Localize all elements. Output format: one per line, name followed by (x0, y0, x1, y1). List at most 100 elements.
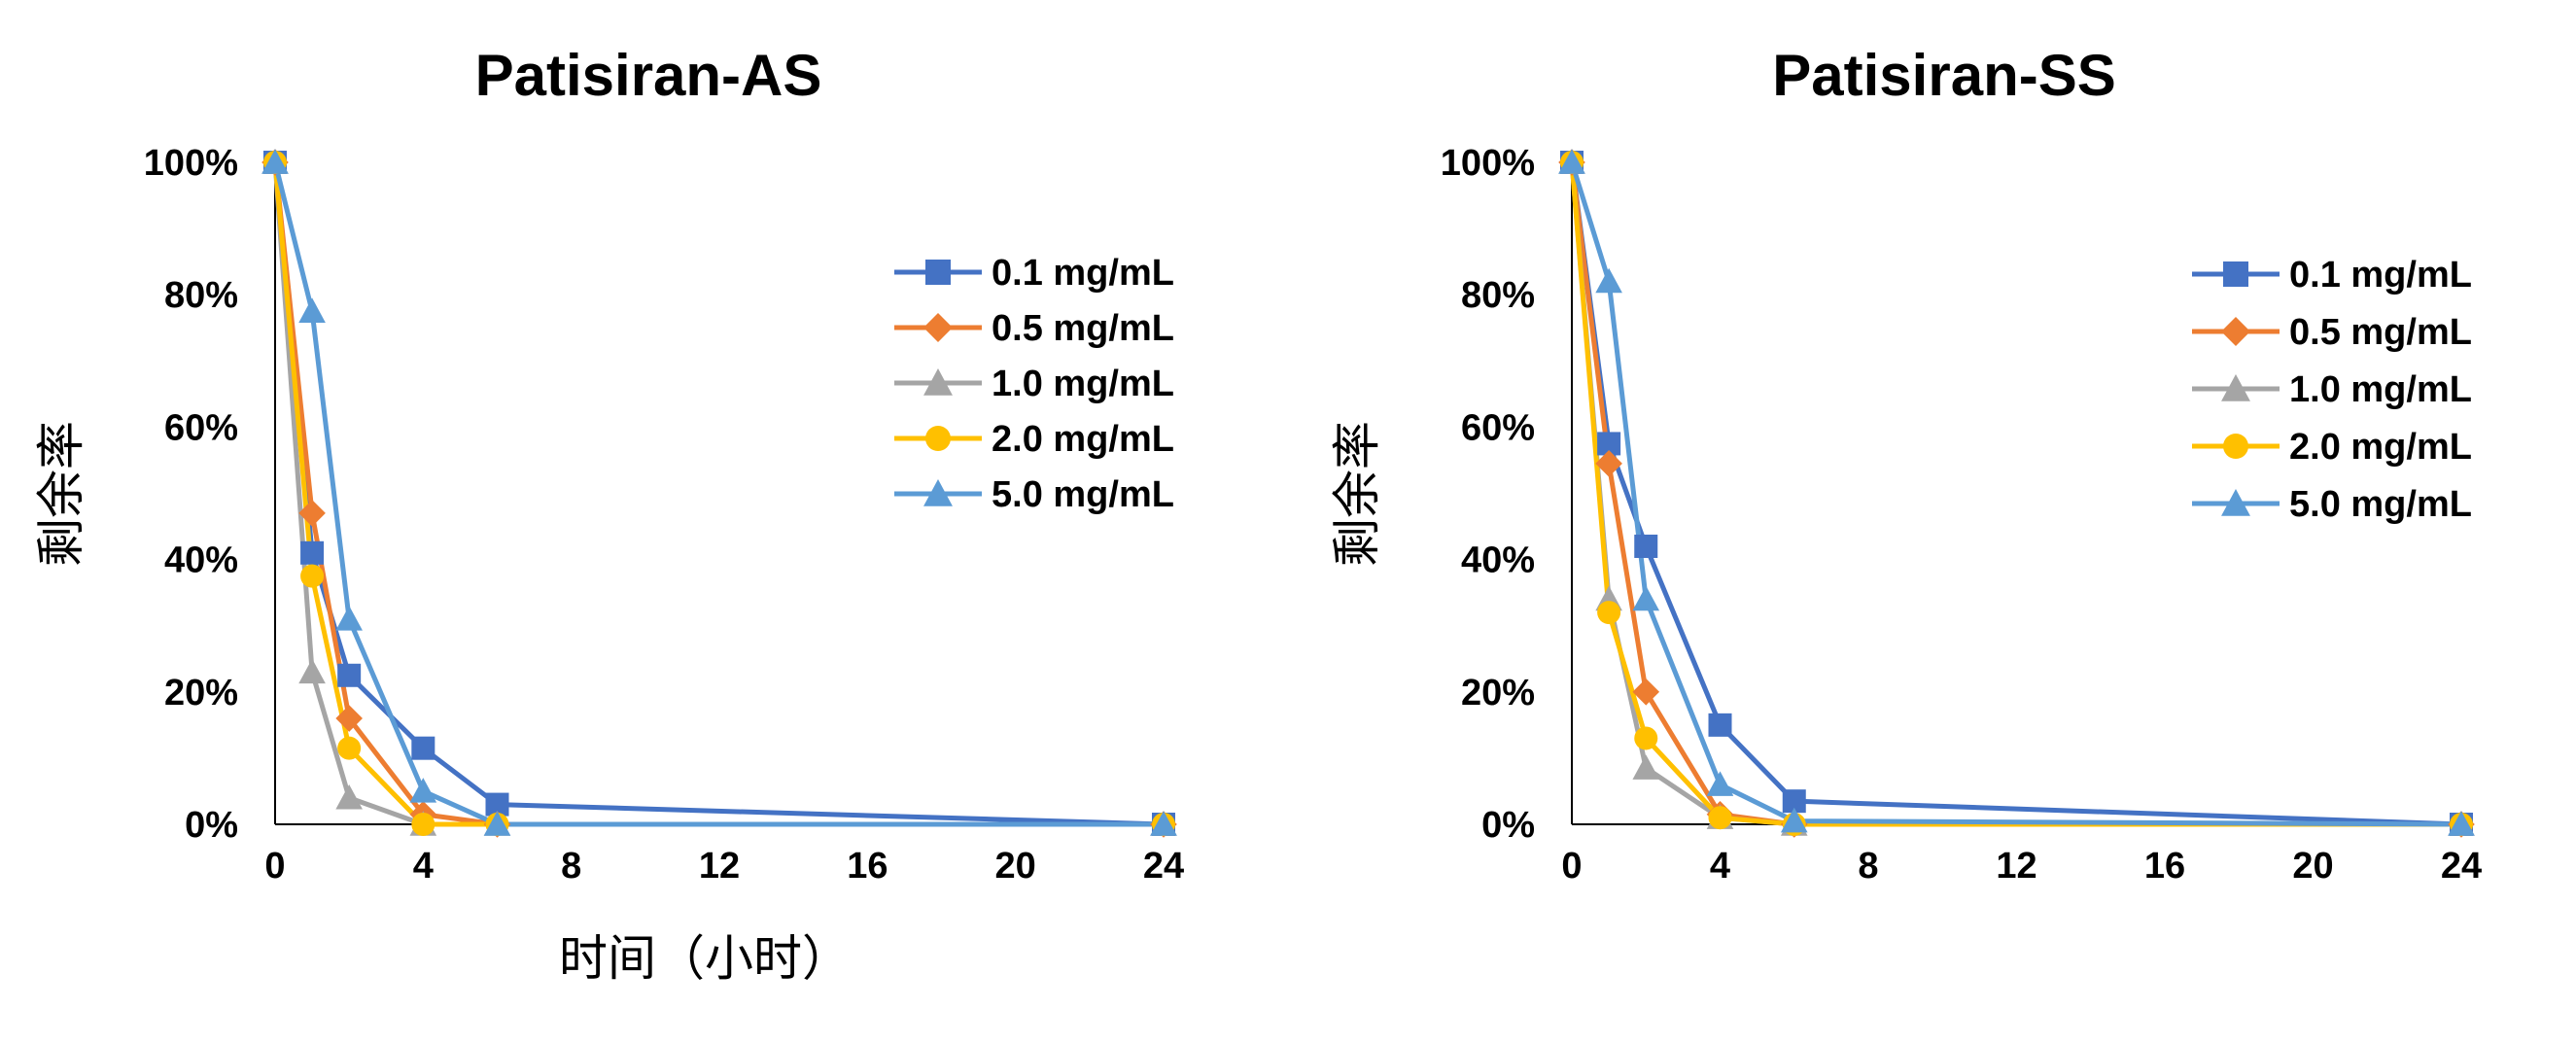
x-tick-label: 12 (699, 846, 740, 887)
y-tick-label: 0% (1481, 805, 1535, 846)
legend-item: 0.5 mg/mL (894, 308, 1174, 349)
legend-item: 0.1 mg/mL (2192, 255, 2472, 296)
y-tick-label: 100% (144, 143, 238, 184)
y-tick-label: 0% (185, 805, 238, 846)
legend-label: 2.0 mg/mL (992, 419, 1174, 460)
plot-area (1558, 149, 2475, 838)
legend-label: 5.0 mg/mL (2289, 484, 2472, 525)
legend-item: 0.5 mg/mL (2192, 312, 2472, 353)
data-point (409, 778, 437, 803)
legend-label: 0.5 mg/mL (2289, 312, 2472, 353)
data-point (298, 658, 326, 684)
legend-label: 2.0 mg/mL (2289, 427, 2472, 468)
y-tick-label: 60% (164, 407, 238, 448)
data-point (483, 811, 511, 836)
data-point (411, 736, 435, 760)
x-tick-label: 4 (1710, 846, 1730, 887)
y-tick-label: 40% (1461, 540, 1535, 581)
series-line-4 (1569, 161, 2461, 827)
data-point (1632, 585, 1660, 611)
data-point (337, 663, 362, 687)
data-point (2448, 811, 2475, 836)
legend-marker (2221, 489, 2250, 516)
data-point (1632, 679, 1660, 706)
legend-label: 5.0 mg/mL (992, 474, 1174, 515)
x-tick-label: 8 (561, 846, 581, 887)
x-tick-label: 16 (847, 846, 888, 887)
x-tick-label: 0 (1561, 846, 1582, 887)
legend-marker (923, 368, 953, 396)
data-point (1597, 601, 1621, 625)
legend: 0.1 mg/mL 0.5 mg/mL 1.0 mg/mL 2.0 mg/mL 5.0 … (894, 253, 1174, 515)
y-tick-label: 100% (1441, 143, 1535, 184)
data-point (335, 606, 363, 631)
legend-item: 5.0 mg/mL (894, 474, 1174, 515)
legend-item: 5.0 mg/mL (2192, 484, 2472, 525)
x-tick-label: 16 (2144, 846, 2185, 887)
data-point (1150, 811, 1177, 836)
legend-label: 1.0 mg/mL (992, 364, 1174, 404)
chart-title: Patisiran-SS (1772, 43, 2115, 108)
y-tick-label: 80% (1461, 275, 1535, 316)
y-axis-title: 剩余率 (1329, 421, 1385, 567)
data-point (298, 297, 326, 323)
data-point (261, 149, 289, 174)
x-axis-title: 时间（小时） (559, 930, 851, 987)
legend-item: 2.0 mg/mL (2192, 427, 2472, 468)
legend-label: 1.0 mg/mL (2289, 369, 2472, 410)
y-tick-label: 40% (164, 540, 238, 581)
legend-marker (925, 426, 951, 451)
legend-item: 1.0 mg/mL (2192, 369, 2472, 410)
data-point (1595, 450, 1622, 477)
data-point (298, 500, 326, 527)
data-point (337, 736, 362, 760)
x-tick-label: 8 (1858, 846, 1878, 887)
x-tick-label: 12 (1996, 846, 2036, 887)
legend-item: 1.0 mg/mL (894, 364, 1174, 404)
data-point (1558, 149, 1585, 174)
x-tick-label: 20 (995, 846, 1036, 887)
legend-item: 2.0 mg/mL (894, 419, 1174, 460)
legend-label: 0.1 mg/mL (2289, 255, 2472, 296)
legend-marker (2221, 317, 2250, 346)
data-point (1634, 534, 1658, 558)
data-point (1708, 713, 1732, 737)
data-point (300, 540, 325, 565)
y-tick-label: 20% (164, 673, 238, 713)
chart-title: Patisiran-AS (475, 43, 822, 108)
plot-area (261, 149, 1177, 838)
data-point (335, 705, 363, 732)
chart-panel-1: Patisiran-AS 0% 20% 40% 60% 80% 100% 0 4 8 12 16 20 2… (33, 43, 1184, 987)
data-point (1708, 806, 1732, 830)
x-tick-label: 4 (413, 846, 434, 887)
y-axis-title: 剩余率 (33, 421, 89, 567)
series-line-5 (1569, 161, 2462, 827)
series-line-5 (272, 161, 1164, 827)
data-point (1706, 771, 1734, 796)
data-point (1632, 754, 1660, 780)
x-tick-label: 24 (2441, 846, 2482, 887)
data-point (1595, 267, 1622, 294)
y-tick-label: 20% (1461, 673, 1535, 713)
data-point (1780, 807, 1808, 833)
y-tick-label: 80% (164, 275, 238, 316)
legend-marker (2221, 374, 2250, 401)
data-point (411, 813, 435, 836)
legend-label: 0.5 mg/mL (992, 308, 1174, 349)
y-tick-label: 60% (1461, 407, 1535, 448)
chart-panel-2: Patisiran-SS 0% 20% 40% 60% 80% 100% 0 4 8 12 16 20 2… (1329, 43, 2482, 887)
data-point (335, 783, 363, 810)
legend-marker (2223, 261, 2248, 287)
data-point (300, 564, 325, 588)
data-point (1634, 726, 1658, 750)
x-tick-label: 20 (2292, 846, 2333, 887)
legend-item: 0.1 mg/mL (894, 253, 1174, 294)
legend: 0.1 mg/mL 0.5 mg/mL 1.0 mg/mL 2.0 mg/mL 5.0 … (2192, 255, 2472, 525)
legend-marker (923, 313, 953, 342)
legend-label: 0.1 mg/mL (992, 253, 1174, 294)
x-tick-label: 24 (1143, 846, 1184, 887)
legend-marker (923, 479, 953, 506)
x-tick-label: 0 (264, 846, 285, 887)
